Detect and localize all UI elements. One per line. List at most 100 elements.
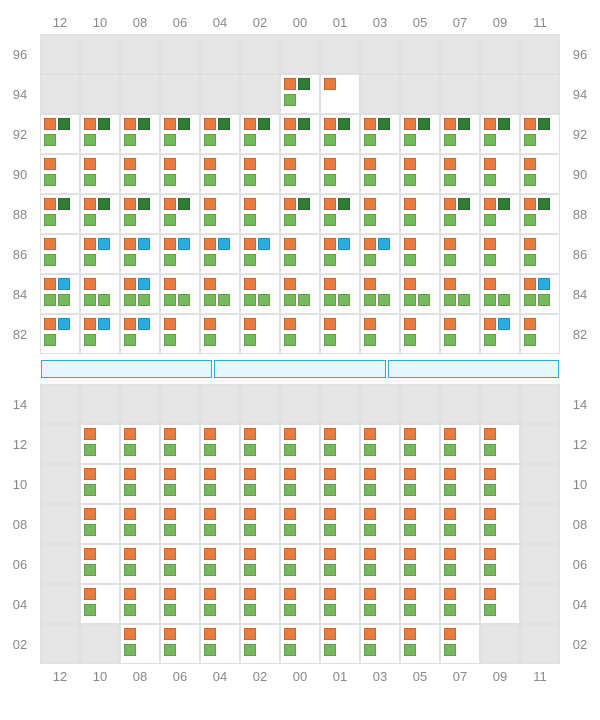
grid-cell[interactable]	[400, 234, 440, 274]
grid-cell[interactable]	[40, 464, 80, 504]
grid-cell[interactable]	[40, 504, 80, 544]
grid-cell[interactable]	[520, 194, 560, 234]
grid-cell[interactable]	[80, 234, 120, 274]
grid-cell[interactable]	[80, 314, 120, 354]
grid-cell[interactable]	[480, 114, 520, 154]
grid-cell[interactable]	[280, 584, 320, 624]
grid-cell[interactable]	[280, 464, 320, 504]
grid-cell[interactable]	[280, 384, 320, 424]
grid-cell[interactable]	[160, 544, 200, 584]
grid-cell[interactable]	[160, 314, 200, 354]
grid-cell[interactable]	[240, 154, 280, 194]
grid-cell[interactable]	[400, 194, 440, 234]
grid-cell[interactable]	[520, 34, 560, 74]
grid-cell[interactable]	[440, 194, 480, 234]
grid-cell[interactable]	[120, 314, 160, 354]
grid-cell[interactable]	[360, 114, 400, 154]
grid-cell[interactable]	[320, 114, 360, 154]
grid-cell[interactable]	[480, 314, 520, 354]
grid-cell[interactable]	[360, 194, 400, 234]
grid-cell[interactable]	[400, 34, 440, 74]
grid-cell[interactable]	[80, 74, 120, 114]
grid-cell[interactable]	[280, 34, 320, 74]
grid-cell[interactable]	[280, 624, 320, 664]
grid-cell[interactable]	[160, 194, 200, 234]
grid-cell[interactable]	[320, 314, 360, 354]
grid-cell[interactable]	[120, 504, 160, 544]
grid-cell[interactable]	[360, 584, 400, 624]
grid-cell[interactable]	[480, 34, 520, 74]
grid-cell[interactable]	[400, 544, 440, 584]
grid-cell[interactable]	[160, 384, 200, 424]
grid-cell[interactable]	[520, 584, 560, 624]
grid-cell[interactable]	[40, 584, 80, 624]
grid-cell[interactable]	[440, 424, 480, 464]
grid-cell[interactable]	[120, 34, 160, 74]
grid-cell[interactable]	[120, 424, 160, 464]
grid-cell[interactable]	[200, 464, 240, 504]
grid-cell[interactable]	[360, 74, 400, 114]
grid-cell[interactable]	[480, 154, 520, 194]
grid-cell[interactable]	[360, 34, 400, 74]
grid-cell[interactable]	[440, 314, 480, 354]
grid-cell[interactable]	[40, 234, 80, 274]
grid-cell[interactable]	[200, 114, 240, 154]
grid-cell[interactable]	[160, 154, 200, 194]
grid-cell[interactable]	[440, 114, 480, 154]
grid-cell[interactable]	[520, 234, 560, 274]
grid-cell[interactable]	[360, 234, 400, 274]
grid-cell[interactable]	[320, 154, 360, 194]
grid-cell[interactable]	[400, 274, 440, 314]
grid-cell[interactable]	[440, 274, 480, 314]
grid-cell[interactable]	[400, 154, 440, 194]
grid-cell[interactable]	[240, 504, 280, 544]
grid-cell[interactable]	[440, 154, 480, 194]
grid-cell[interactable]	[200, 314, 240, 354]
grid-cell[interactable]	[80, 114, 120, 154]
grid-cell[interactable]	[160, 504, 200, 544]
grid-cell[interactable]	[120, 384, 160, 424]
grid-cell[interactable]	[400, 464, 440, 504]
grid-cell[interactable]	[320, 464, 360, 504]
grid-cell[interactable]	[80, 384, 120, 424]
grid-cell[interactable]	[200, 584, 240, 624]
grid-cell[interactable]	[480, 424, 520, 464]
grid-cell[interactable]	[120, 274, 160, 314]
grid-cell[interactable]	[120, 234, 160, 274]
grid-cell[interactable]	[320, 274, 360, 314]
grid-cell[interactable]	[320, 194, 360, 234]
grid-cell[interactable]	[440, 234, 480, 274]
grid-cell[interactable]	[280, 504, 320, 544]
grid-cell[interactable]	[440, 624, 480, 664]
grid-cell[interactable]	[360, 384, 400, 424]
grid-cell[interactable]	[200, 424, 240, 464]
grid-cell[interactable]	[520, 424, 560, 464]
grid-cell[interactable]	[200, 194, 240, 234]
grid-cell[interactable]	[240, 114, 280, 154]
grid-cell[interactable]	[80, 194, 120, 234]
grid-cell[interactable]	[520, 274, 560, 314]
grid-cell[interactable]	[400, 384, 440, 424]
grid-cell[interactable]	[120, 584, 160, 624]
grid-cell[interactable]	[160, 274, 200, 314]
grid-cell[interactable]	[200, 234, 240, 274]
grid-cell[interactable]	[120, 114, 160, 154]
grid-cell[interactable]	[400, 114, 440, 154]
grid-cell[interactable]	[120, 544, 160, 584]
grid-cell[interactable]	[80, 34, 120, 74]
grid-cell[interactable]	[440, 504, 480, 544]
grid-cell[interactable]	[80, 584, 120, 624]
grid-cell[interactable]	[480, 504, 520, 544]
grid-cell[interactable]	[400, 584, 440, 624]
grid-cell[interactable]	[200, 504, 240, 544]
grid-cell[interactable]	[280, 74, 320, 114]
grid-cell[interactable]	[200, 74, 240, 114]
grid-cell[interactable]	[160, 624, 200, 664]
grid-cell[interactable]	[400, 624, 440, 664]
grid-cell[interactable]	[200, 624, 240, 664]
grid-cell[interactable]	[520, 74, 560, 114]
grid-cell[interactable]	[40, 114, 80, 154]
grid-cell[interactable]	[240, 624, 280, 664]
grid-cell[interactable]	[400, 424, 440, 464]
grid-cell[interactable]	[440, 34, 480, 74]
